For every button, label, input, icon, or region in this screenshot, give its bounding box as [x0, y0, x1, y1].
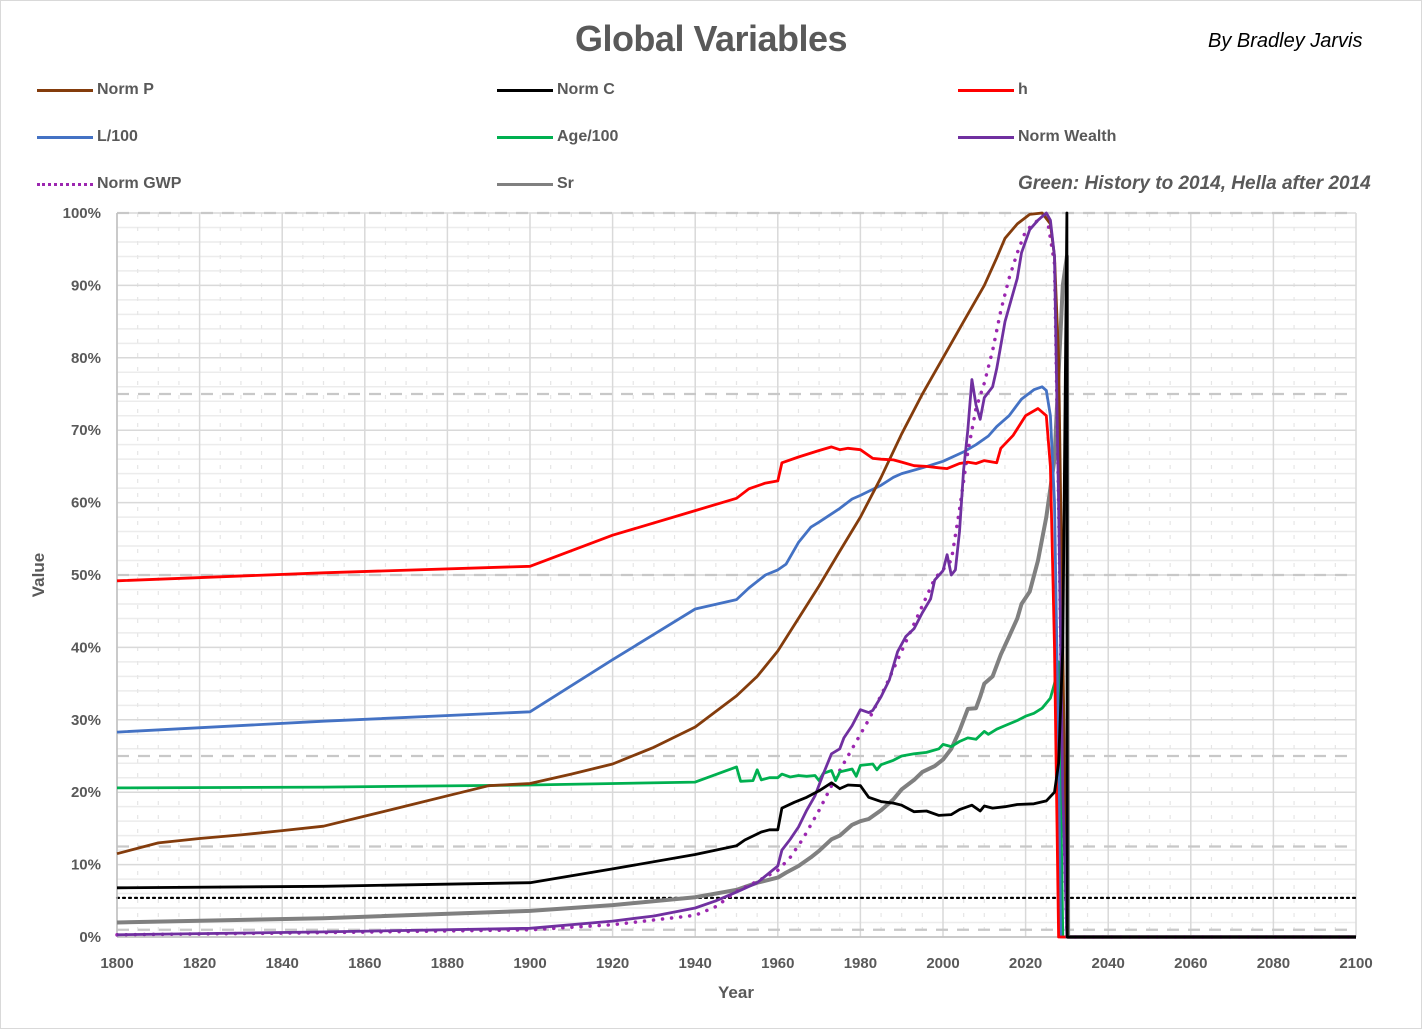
- x-tick-label: 2000: [926, 955, 959, 972]
- series-line-h: [116, 407, 1356, 939]
- x-tick-label: 1800: [100, 955, 133, 972]
- x-tick-label: 1840: [266, 955, 299, 972]
- author-credit: By Bradley Jarvis: [1208, 30, 1363, 52]
- y-tick-label: 40%: [71, 639, 101, 656]
- legend-swatch-icon: [497, 88, 553, 92]
- y-tick-label: 100%: [63, 205, 101, 222]
- legend-label: L/100: [97, 128, 138, 145]
- x-tick-label: 1860: [348, 955, 381, 972]
- legend-label: Norm P: [97, 81, 154, 98]
- legend-swatch-icon: [497, 182, 553, 186]
- legend-swatch-icon: [37, 135, 93, 139]
- legend-swatch-icon: [958, 135, 1014, 139]
- series-line-l-100: [116, 385, 1356, 939]
- series-line-norm-c: [116, 211, 1356, 939]
- y-tick-label: 0%: [79, 929, 101, 946]
- series-line-sr: [116, 254, 1356, 939]
- y-axis-title: Value: [29, 553, 48, 597]
- legend-label: Norm GWP: [97, 175, 182, 192]
- legend-label: Sr: [557, 175, 574, 192]
- y-tick-label: 20%: [71, 784, 101, 801]
- y-tick-label: 30%: [71, 712, 101, 729]
- reference-lines: [115, 211, 1358, 931]
- x-tick-label: 1880: [431, 955, 464, 972]
- legend-label: Norm C: [557, 81, 615, 98]
- legend-item-norm-wealth: Norm Wealth: [958, 127, 1116, 147]
- y-tick-label: 10%: [71, 857, 101, 874]
- legend-label: h: [1018, 81, 1028, 98]
- x-axis-title: Year: [718, 983, 754, 1002]
- legend-swatch-icon: [497, 135, 553, 139]
- y-tick-label: 70%: [71, 422, 101, 439]
- x-tick-label: 2020: [1009, 955, 1042, 972]
- x-tick-label: 1820: [183, 955, 216, 972]
- series-line-age-100: [116, 660, 1356, 939]
- chart-note: Green: History to 2014, Hella after 2014: [1018, 173, 1371, 194]
- x-tick-label: 1980: [844, 955, 877, 972]
- x-tick-label: 1900: [513, 955, 546, 972]
- series-line-norm-p: [116, 211, 1356, 939]
- x-tick-label: 1940: [679, 955, 712, 972]
- legend-item-norm-c: Norm C: [497, 80, 615, 100]
- x-tick-label: 2060: [1174, 955, 1207, 972]
- legend-item-h: h: [958, 80, 1028, 100]
- legend-item-norm-p: Norm P: [37, 80, 154, 100]
- y-tick-label: 90%: [71, 277, 101, 294]
- series-group: [115, 211, 1358, 939]
- x-tick-label: 2100: [1339, 955, 1372, 972]
- legend-swatch-icon: [37, 88, 93, 92]
- y-tick-label: 60%: [71, 495, 101, 512]
- legend-label: Norm Wealth: [1018, 128, 1117, 145]
- x-tick-label: 2080: [1257, 955, 1290, 972]
- y-tick-label: 50%: [71, 567, 101, 584]
- legend-item-age100: Age/100: [497, 127, 618, 147]
- legend-item-l100: L/100: [37, 127, 138, 147]
- grid: [116, 212, 1357, 938]
- legend-swatch-icon: [958, 88, 1014, 92]
- x-tick-label: 1960: [761, 955, 794, 972]
- legend-label: Age/100: [557, 128, 619, 145]
- tick-labels: 1800 1820 1840 1860 1880 1900 1920 1940 1960 1980…: [63, 205, 1373, 972]
- x-tick-label: 2040: [1092, 955, 1125, 972]
- x-tick-label: 1920: [596, 955, 629, 972]
- legend-item-sr: Sr: [497, 174, 574, 194]
- series-line-norm-wealth: [116, 211, 1356, 939]
- legend-swatch-icon: [37, 182, 93, 186]
- chart-title: Global Variables: [574, 18, 848, 59]
- legend-item-norm-gwp: Norm GWP: [37, 174, 181, 194]
- y-tick-label: 80%: [71, 350, 101, 367]
